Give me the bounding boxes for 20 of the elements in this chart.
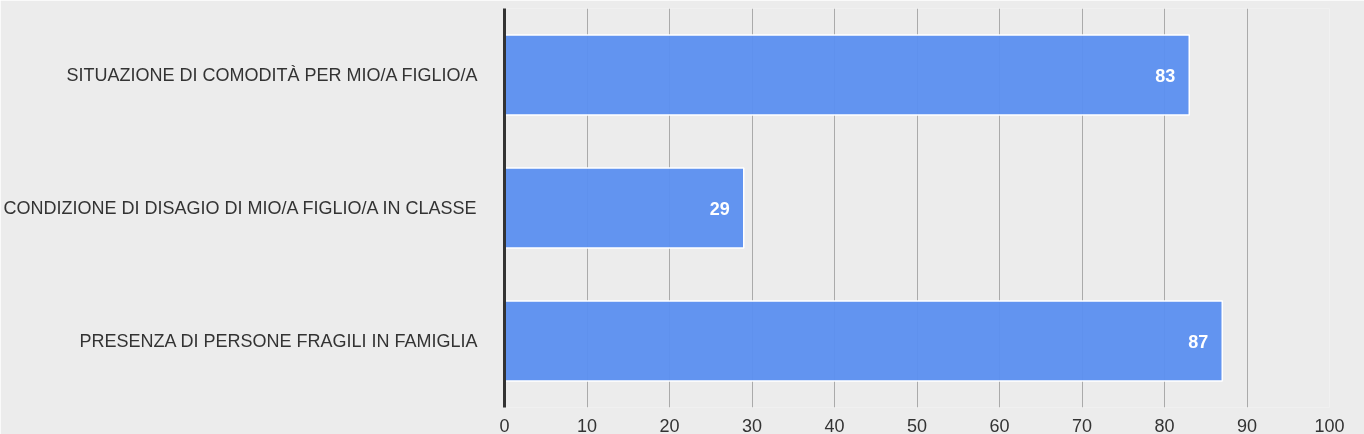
x-tick-label: 10 [576,415,598,434]
x-tick-label: 90 [1236,415,1258,434]
x-tick-label: 60 [989,415,1010,434]
x-tick-label: 70 [1071,415,1093,434]
x-tick-label: 50 [906,415,928,434]
x-tick-label: 80 [1154,415,1175,434]
y-tick-label: PRESENZA DI PERSONE FRAGILI IN FAMIGLIA [79,331,478,351]
data-label: 87 [1188,331,1209,352]
x-tick-label: 100 [1314,415,1345,434]
x-tick-label: 40 [824,415,845,434]
data-label: 83 [1155,65,1176,86]
y-tick-label: CONDIZIONE DI DISAGIO DI MIO/A FIGLIO/A IN CLASSE [3,198,477,218]
x-tick-label: 0 [499,415,510,434]
y-tick-label: SITUAZIONE DI COMODITÀ PER MIO/A FIGLIO/A [66,65,478,85]
bar [504,34,1190,116]
data-label: 29 [709,198,730,219]
x-tick-label: 30 [741,415,763,434]
x-tick-label: 20 [659,415,680,434]
bar [504,300,1223,382]
bar [504,167,745,249]
